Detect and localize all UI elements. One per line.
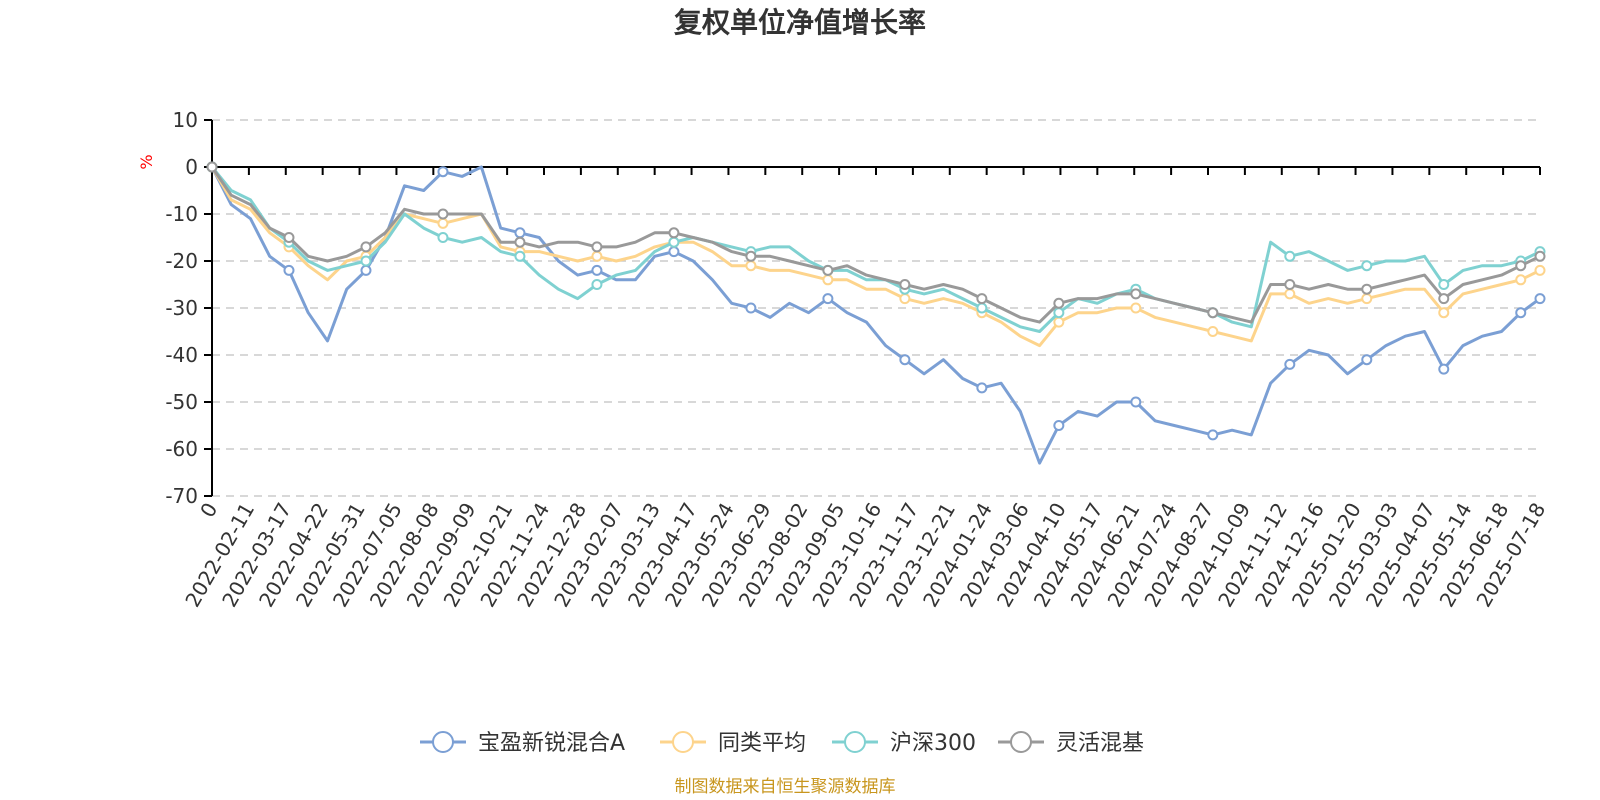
data-point[interactable] <box>1207 326 1219 337</box>
data-point[interactable] <box>1361 293 1373 305</box>
y-unit-label: % <box>137 154 156 169</box>
data-point[interactable] <box>822 293 834 305</box>
data-point[interactable] <box>745 250 757 262</box>
data-point[interactable] <box>899 354 911 366</box>
data-point[interactable] <box>360 255 372 267</box>
data-point[interactable] <box>1534 264 1546 276</box>
y-tick-label: -40 <box>165 343 198 367</box>
source-note: 制图数据来自恒生聚源数据库 <box>675 777 896 797</box>
data-point[interactable] <box>899 279 911 290</box>
data-point[interactable] <box>206 161 218 173</box>
series-lines <box>206 161 1546 465</box>
y-tick-label: -50 <box>165 390 198 414</box>
data-point[interactable] <box>1515 260 1527 272</box>
y-tick-label: 0 <box>185 155 198 179</box>
series-line <box>210 166 1541 324</box>
legend-label: 沪深300 <box>890 731 976 756</box>
data-point[interactable] <box>1438 363 1450 375</box>
legend[interactable]: 宝盈新锐混合A 同类平均 沪深300 灵活混基 <box>420 731 1144 756</box>
legend-label: 灵活混基 <box>1056 731 1144 756</box>
data-point[interactable] <box>360 241 372 253</box>
series-line <box>210 165 1541 465</box>
legend-item[interactable]: 灵活混基 <box>998 731 1144 756</box>
data-point[interactable] <box>591 279 603 290</box>
y-tick-label: -60 <box>165 437 198 461</box>
data-point[interactable] <box>1207 429 1219 441</box>
legend-marker-icon <box>672 731 694 753</box>
data-point[interactable] <box>437 208 449 220</box>
data-point[interactable] <box>514 250 526 262</box>
data-point[interactable] <box>1053 297 1065 309</box>
data-point[interactable] <box>1361 260 1373 272</box>
data-point[interactable] <box>668 246 680 258</box>
y-tick-label: -20 <box>165 249 198 273</box>
data-point[interactable] <box>1207 307 1219 319</box>
data-point[interactable] <box>1130 302 1142 314</box>
data-point[interactable] <box>1284 279 1296 290</box>
data-point[interactable] <box>591 241 603 253</box>
y-tick-label: -70 <box>165 484 198 508</box>
data-point[interactable] <box>668 227 680 239</box>
legend-item[interactable]: 同类平均 <box>660 731 806 756</box>
y-axis-ticks: 10 0 -10 -20 -30 -40 -50 -60 -70 <box>165 108 212 508</box>
data-point[interactable] <box>976 302 988 314</box>
y-tick-label: 10 <box>173 108 198 132</box>
x-tick-label: 0 <box>195 499 222 522</box>
data-point[interactable] <box>1361 354 1373 366</box>
data-point[interactable] <box>899 293 911 305</box>
data-point[interactable] <box>1284 250 1296 262</box>
data-point[interactable] <box>437 217 449 229</box>
data-point[interactable] <box>1534 250 1546 262</box>
data-point[interactable] <box>668 236 680 248</box>
data-point[interactable] <box>1053 307 1065 319</box>
legend-label: 宝盈新锐混合A <box>478 731 625 756</box>
data-point[interactable] <box>1361 283 1373 295</box>
data-point[interactable] <box>822 264 834 276</box>
legend-marker-icon <box>432 731 454 753</box>
legend-label: 同类平均 <box>718 731 806 756</box>
data-point[interactable] <box>822 274 834 286</box>
data-point[interactable] <box>437 166 449 178</box>
data-point[interactable] <box>745 260 757 272</box>
data-point[interactable] <box>1284 358 1296 370</box>
y-tick-label: -10 <box>165 202 198 226</box>
legend-item[interactable]: 宝盈新锐混合A <box>420 731 625 756</box>
series-line <box>210 166 1541 333</box>
data-point[interactable] <box>283 232 295 243</box>
data-point[interactable] <box>360 264 372 276</box>
chart-title: 复权单位净值增长率 <box>674 6 926 39</box>
legend-marker-icon <box>844 731 866 753</box>
data-point[interactable] <box>591 250 603 262</box>
data-point[interactable] <box>976 382 988 394</box>
data-point[interactable] <box>283 264 295 276</box>
data-point[interactable] <box>1534 293 1546 305</box>
data-point[interactable] <box>1515 274 1527 286</box>
data-point[interactable] <box>514 236 526 248</box>
data-point[interactable] <box>1515 307 1527 319</box>
data-point[interactable] <box>1438 293 1450 305</box>
data-point[interactable] <box>745 302 757 314</box>
data-point[interactable] <box>976 293 988 305</box>
data-point[interactable] <box>1438 279 1450 290</box>
data-point[interactable] <box>514 227 526 239</box>
data-point[interactable] <box>1130 288 1142 300</box>
series-line <box>210 166 1541 348</box>
y-tick-label: -30 <box>165 296 198 320</box>
data-point[interactable] <box>1130 396 1142 408</box>
data-point[interactable] <box>1438 307 1450 319</box>
grid <box>212 119 1540 497</box>
legend-marker-icon <box>1010 731 1032 753</box>
data-point[interactable] <box>591 264 603 276</box>
data-point[interactable] <box>1053 316 1065 328</box>
data-point[interactable] <box>437 232 449 243</box>
data-point[interactable] <box>1053 420 1065 431</box>
legend-item[interactable]: 沪深300 <box>832 731 976 756</box>
data-point[interactable] <box>1284 288 1296 300</box>
